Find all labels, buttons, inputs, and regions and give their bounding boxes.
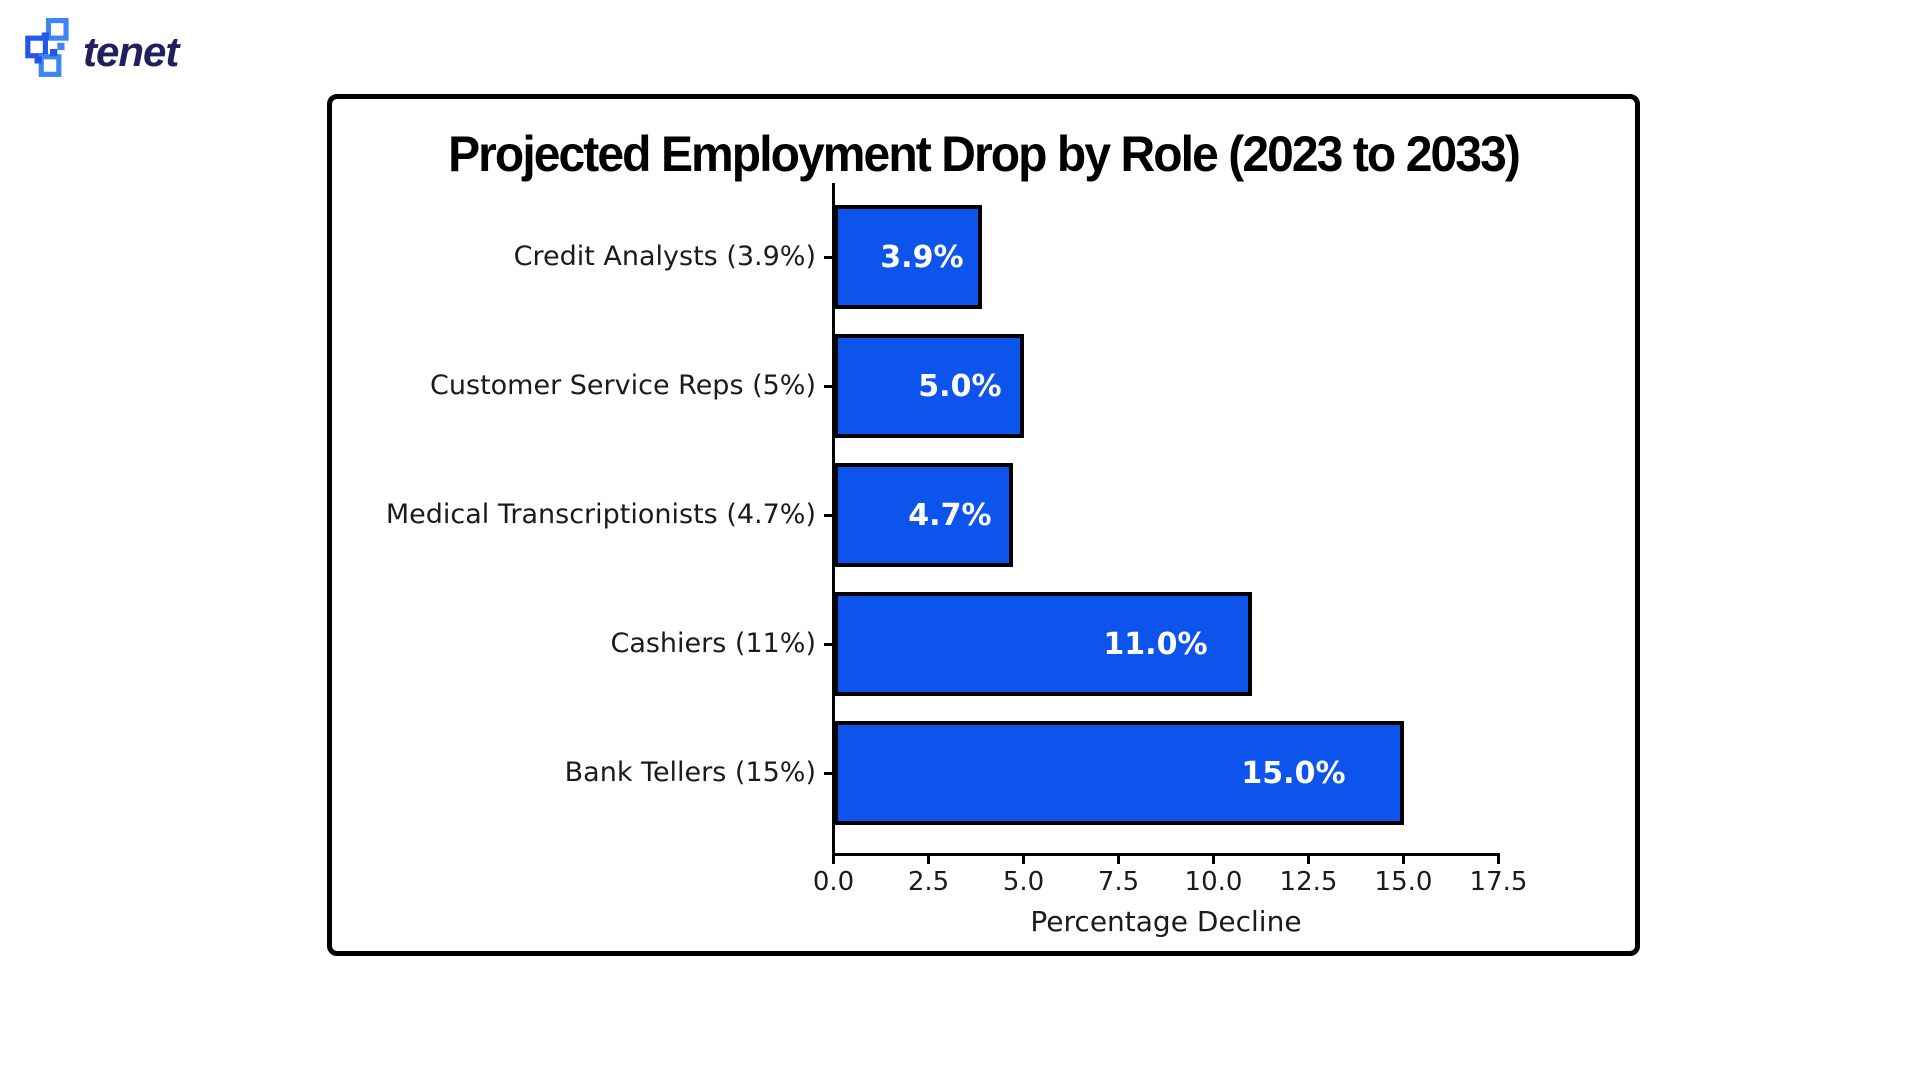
x-axis-title: Percentage Decline <box>1030 905 1302 938</box>
x-axis-line <box>832 853 1500 856</box>
x-tick-label: 12.5 <box>1279 867 1338 897</box>
bar-value-label: 11.0% <box>1103 626 1208 662</box>
y-axis-tick <box>823 255 834 259</box>
chart-panel: Projected Employment Drop by Role (2023 … <box>327 94 1640 956</box>
x-axis-tick <box>927 853 930 864</box>
tenet-logo-text: tenet <box>83 28 179 75</box>
x-tick-label: 15.0 <box>1374 867 1433 897</box>
bar-value-label: 4.7% <box>908 497 992 533</box>
x-tick-label: 10.0 <box>1184 867 1243 897</box>
category-label: Customer Service Reps (5%) <box>430 370 816 401</box>
x-axis-tick <box>1402 853 1405 864</box>
y-axis-tick <box>823 642 834 646</box>
bar-3: 4.7% <box>833 463 1013 567</box>
x-tick-label: 2.5 <box>907 867 950 897</box>
y-axis-tick <box>823 513 834 517</box>
x-tick-label: 7.5 <box>1097 867 1140 897</box>
bar-4: 11.0% <box>833 592 1252 696</box>
x-axis-tick <box>1022 853 1025 864</box>
bar-1: 3.9% <box>833 205 982 309</box>
x-axis-tick <box>1307 853 1310 864</box>
bar-5: 15.0% <box>833 721 1404 825</box>
x-tick-label: 5.0 <box>1002 867 1045 897</box>
category-label: Bank Tellers (15%) <box>564 757 816 788</box>
tenet-logo: tenet <box>25 18 179 80</box>
category-label: Credit Analysts (3.9%) <box>513 241 816 272</box>
category-label: Medical Transcriptionists (4.7%) <box>385 499 816 530</box>
bar-value-label: 5.0% <box>918 368 1002 404</box>
x-tick-label: 17.5 <box>1469 867 1528 897</box>
y-axis-tick <box>823 384 834 388</box>
x-axis-tick <box>1117 853 1120 864</box>
x-axis-tick <box>832 853 835 864</box>
x-axis-tick <box>1212 853 1215 864</box>
category-label: Cashiers (11%) <box>610 628 816 659</box>
x-tick-label: 0.0 <box>812 867 855 897</box>
bar-2: 5.0% <box>833 334 1024 438</box>
x-axis-tick <box>1497 853 1500 864</box>
bar-value-label: 15.0% <box>1241 755 1346 791</box>
tenet-logo-icon <box>25 18 69 77</box>
chart-title: Projected Employment Drop by Role (2023 … <box>448 126 1521 182</box>
y-axis-tick <box>823 771 834 775</box>
bar-value-label: 3.9% <box>880 239 964 275</box>
